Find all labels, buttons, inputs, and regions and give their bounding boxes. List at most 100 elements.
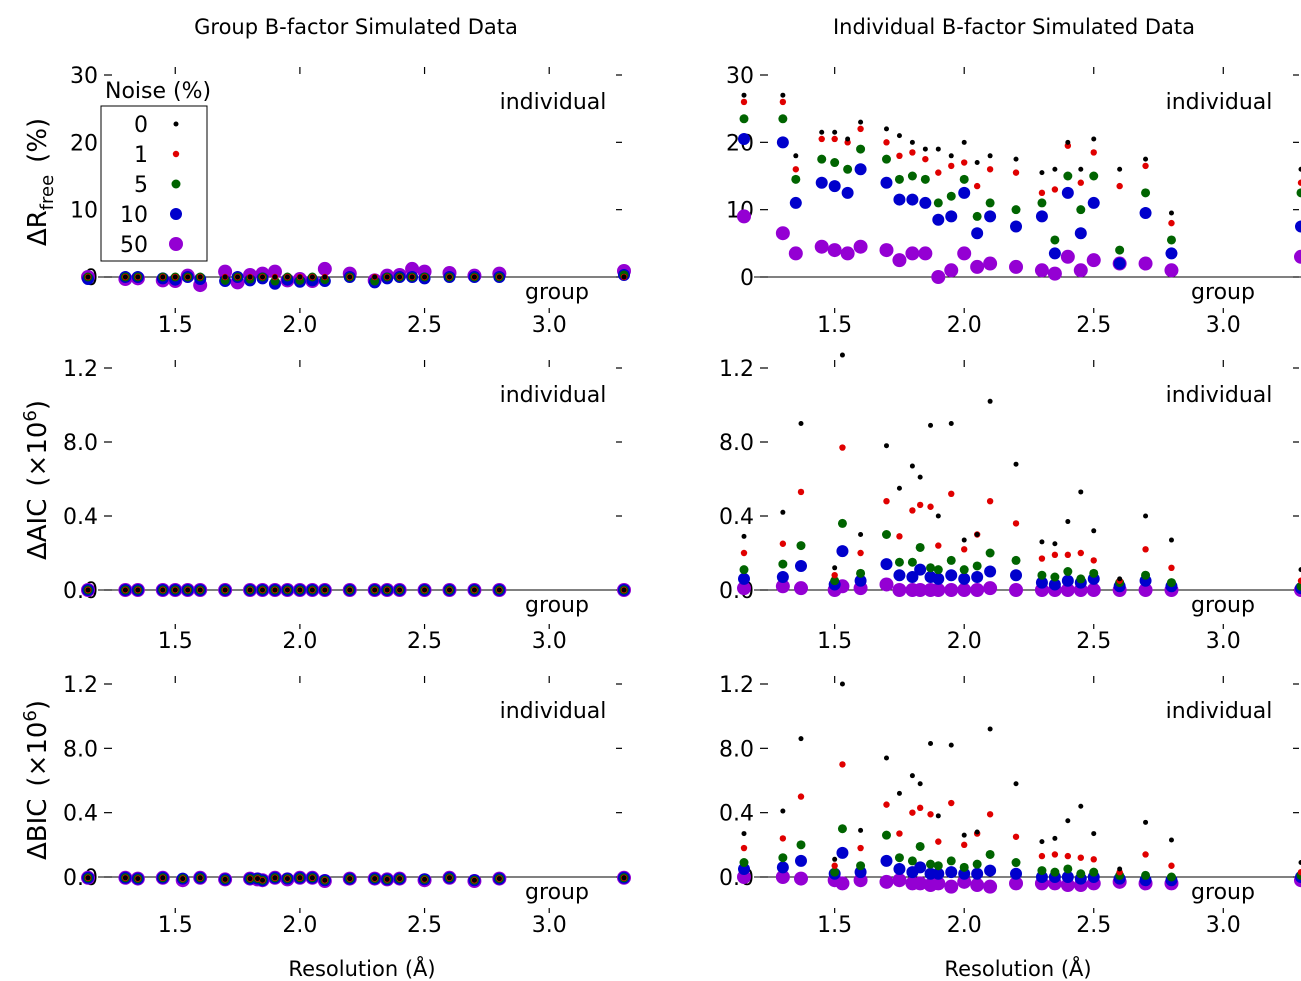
point-individual-rfree-noise-50	[737, 209, 751, 224]
point-individual-aic-noise-0	[961, 537, 967, 543]
point-individual-aic-noise-0	[798, 421, 804, 426]
point-individual-aic-noise-0	[1143, 513, 1149, 519]
point-individual-rfree-noise-1	[1142, 162, 1149, 170]
point-group-bic-noise-0	[284, 876, 290, 882]
point-group-aic-noise-0	[446, 587, 452, 593]
point-group-aic-noise-0	[85, 587, 91, 593]
point-individual-rfree-noise-10	[1074, 227, 1087, 240]
point-individual-aic-noise-0	[1117, 576, 1123, 582]
point-individual-rfree-noise-10	[984, 210, 997, 223]
annotation-individual: individual	[500, 383, 607, 408]
point-individual-aic-noise-1	[797, 488, 805, 496]
point-group-aic-noise-0	[197, 587, 203, 593]
point-individual-rfree-noise-10	[971, 227, 984, 240]
y-label-aic-unit: (×10	[23, 422, 53, 487]
point-individual-rfree-noise-0	[832, 129, 838, 135]
point-group-bic-noise-0	[496, 876, 502, 882]
point-individual-aic-noise-0	[987, 398, 993, 404]
annotation-individual: individual	[1166, 383, 1273, 408]
point-individual-aic-noise-50	[1086, 583, 1101, 597]
point-individual-bic-noise-0	[974, 829, 980, 835]
point-group-bic-noise-0	[309, 875, 315, 881]
point-group-aic-noise-0	[272, 587, 278, 593]
point-individual-rfree-noise-10	[932, 213, 945, 226]
point-individual-aic-noise-10	[984, 565, 997, 578]
x-tick-label: 3.0	[532, 629, 567, 654]
point-individual-aic-noise-0	[1052, 541, 1058, 547]
point-individual-aic-noise-10	[932, 572, 945, 585]
x-tick-label: 2.5	[407, 629, 442, 654]
point-individual-rfree-noise-0	[1065, 139, 1071, 145]
point-individual-bic-noise-10	[1035, 871, 1048, 883]
point-individual-rfree-noise-10	[1035, 210, 1048, 223]
point-individual-rfree-noise-0	[1298, 166, 1301, 172]
point-individual-aic-noise-50	[775, 579, 790, 594]
point-individual-rfree-noise-50	[892, 253, 907, 268]
point-individual-rfree-noise-10	[828, 180, 841, 193]
point-individual-rfree-noise-50	[983, 256, 998, 271]
point-individual-aic-noise-0	[909, 463, 915, 469]
point-individual-bic-noise-1	[740, 844, 748, 852]
y-tick-label: 1.2	[63, 357, 98, 382]
point-individual-bic-noise-5	[739, 858, 749, 868]
point-individual-aic-noise-10	[893, 569, 906, 582]
point-group-aic-noise-0	[496, 587, 502, 593]
point-group-bic-noise-0	[197, 875, 203, 881]
point-individual-rfree-noise-0	[987, 153, 993, 159]
point-individual-aic-noise-5	[1076, 574, 1086, 584]
point-individual-rfree-noise-0	[935, 146, 941, 152]
point-individual-bic-noise-5	[1011, 858, 1021, 868]
point-individual-aic-noise-50	[892, 583, 907, 597]
point-individual-rfree-noise-50	[853, 239, 868, 254]
point-individual-aic-noise-10	[971, 571, 984, 584]
point-individual-aic-noise-0	[896, 485, 902, 491]
point-individual-rfree-noise-50	[840, 246, 855, 261]
x-tick-label: 1.5	[158, 629, 193, 654]
point-individual-rfree-noise-5	[920, 174, 930, 184]
point-individual-rfree-noise-1	[922, 155, 929, 163]
x-tick-label: 2.0	[947, 313, 982, 338]
point-individual-aic-noise-10	[880, 558, 893, 571]
point-individual-rfree-noise-50	[788, 246, 803, 261]
y-label-aic-sup: 6	[20, 410, 41, 421]
point-individual-bic-noise-5	[830, 867, 840, 877]
point-individual-rfree-noise-10	[1010, 220, 1023, 233]
point-individual-bic-noise-10	[1010, 867, 1023, 880]
y-label-rfree-unit: (%)	[23, 118, 53, 163]
point-individual-rfree-noise-10	[776, 136, 789, 149]
annotation-group: group	[525, 880, 589, 905]
point-individual-aic-noise-0	[1298, 567, 1301, 573]
point-individual-bic-noise-0	[883, 755, 889, 761]
y-tick-label: 8.0	[63, 431, 98, 456]
point-individual-bic-noise-1	[1064, 852, 1072, 860]
point-individual-rfree-noise-0	[845, 136, 851, 142]
point-group-rfree-noise-0	[135, 274, 141, 280]
point-group-rfree-noise-0	[185, 274, 191, 280]
point-individual-rfree-noise-0	[1039, 170, 1045, 176]
point-individual-bic-noise-5	[1141, 870, 1151, 880]
point-group-bic-noise-0	[222, 876, 228, 882]
x-axis-label-left: Resolution (Å)	[288, 955, 435, 981]
point-individual-rfree-noise-50	[1294, 249, 1301, 264]
point-individual-rfree-noise-1	[973, 182, 981, 190]
point-individual-bic-noise-0	[909, 773, 915, 779]
point-group-bic-noise-0	[247, 876, 253, 882]
point-individual-aic-noise-1	[857, 549, 864, 557]
point-individual-rfree-noise-10	[1139, 207, 1152, 220]
point-individual-bic-noise-10	[958, 867, 971, 880]
point-individual-aic-noise-1	[961, 546, 968, 553]
point-group-rfree-noise-0	[197, 274, 203, 280]
point-individual-bic-noise-50	[970, 878, 985, 893]
point-individual-aic-noise-1	[740, 549, 748, 557]
point-individual-aic-noise-5	[778, 559, 788, 569]
point-individual-bic-noise-5	[1050, 867, 1060, 877]
point-individual-bic-noise-0	[1091, 831, 1097, 837]
point-individual-bic-noise-50	[775, 870, 790, 884]
point-individual-rfree-noise-50	[1009, 259, 1024, 274]
point-individual-rfree-noise-1	[935, 169, 942, 176]
point-individual-rfree-noise-0	[922, 146, 928, 152]
legend: Noise (%) 0 1 5 10 50	[100, 79, 211, 262]
point-group-rfree-noise-0	[85, 274, 91, 280]
point-individual-bic-noise-10	[1061, 871, 1074, 883]
point-individual-rfree-noise-50	[1034, 263, 1049, 278]
